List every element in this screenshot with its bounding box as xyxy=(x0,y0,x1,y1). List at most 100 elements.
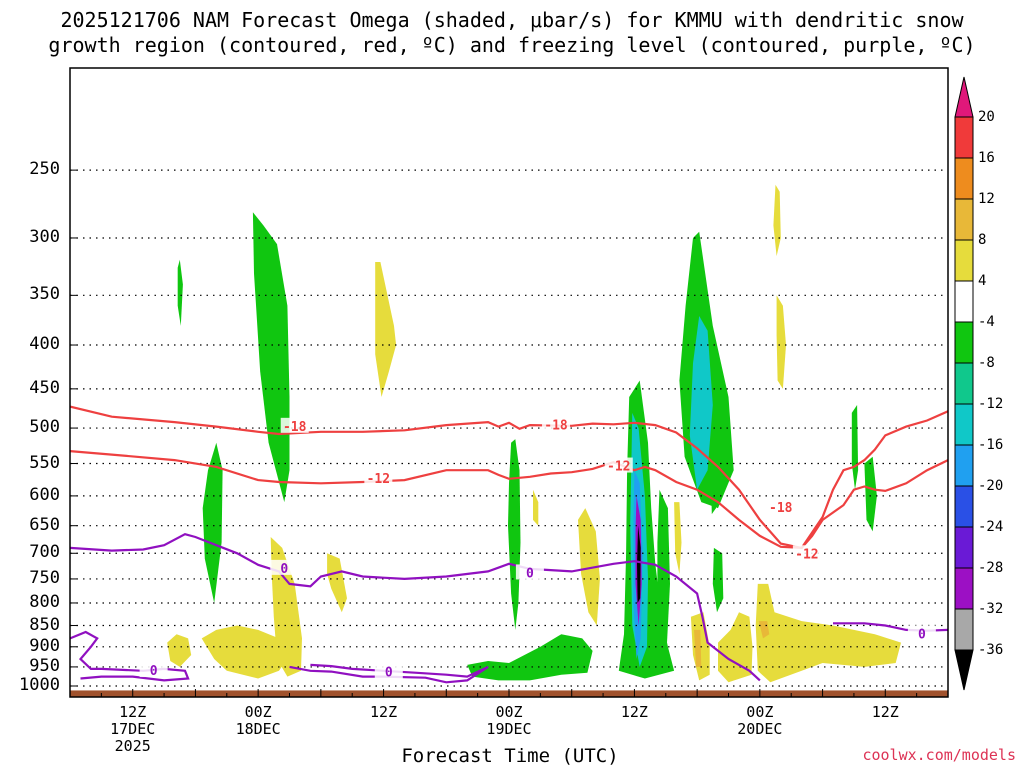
x-tick-label-3-line2: 19DEC xyxy=(486,720,532,738)
x-tick-label-2-line1: 12Z xyxy=(370,703,398,721)
colorbar-bin-1 xyxy=(954,157,974,200)
contour-label-bg-2 xyxy=(766,498,795,514)
colorbar-bin-8 xyxy=(954,444,974,487)
colorbar-bin-10 xyxy=(954,526,974,569)
y-tick-label-500: 500 xyxy=(29,417,60,438)
colorbar-bin-3 xyxy=(954,239,974,282)
y-tick-label-950: 950 xyxy=(29,655,60,676)
x-tick-label-0-line3: 2025 xyxy=(114,737,151,755)
omega-region-green-14-550 xyxy=(202,442,223,603)
omega-region-green-42-550 xyxy=(508,439,521,630)
y-tick-label-450: 450 xyxy=(29,377,60,398)
colorbar-bin-6 xyxy=(954,362,974,405)
omega-region-yellow-58-600 xyxy=(674,502,682,574)
contour-dgz-upper-18 xyxy=(70,405,948,550)
omega-region-green-44-900 xyxy=(467,634,593,681)
colorbar-label-6: -8 xyxy=(978,355,995,371)
omega-region-yellow-64-850 xyxy=(718,612,753,683)
chart-title-line2: growth region (contoured, red, ºC) and f… xyxy=(48,33,976,57)
colorbar-bin-0 xyxy=(954,116,974,159)
colorbar-label-7: -12 xyxy=(978,396,1004,412)
contour-label-bg-6 xyxy=(270,559,299,575)
contour-label-0: -18 xyxy=(283,420,307,435)
omega-region-yellow-66-280 xyxy=(773,184,781,257)
colorbar-bin-4 xyxy=(954,280,974,323)
omega-region-green-62-700 xyxy=(712,547,724,613)
y-axis-labels: 250 300 350 400 450 500 550 600 650 700 750 800 850 9… xyxy=(0,0,60,700)
omega-region-green-56-600 xyxy=(657,489,670,659)
colorbar-bin-5 xyxy=(954,321,974,364)
y-tick-label-250: 250 xyxy=(29,159,60,180)
omega-region-yellow-68-850 xyxy=(755,583,901,683)
omega-region-yellow-44-600 xyxy=(533,489,539,526)
colorbar-label-0: 20 xyxy=(978,109,995,125)
x-tick-label-4-line1: 12Z xyxy=(620,703,648,721)
colorbar-label-5: -4 xyxy=(978,314,995,330)
y-tick-label-400: 400 xyxy=(29,334,60,355)
x-tick-label-1-line1: 00Z xyxy=(244,703,272,721)
contour-label-3: -12 xyxy=(367,472,390,487)
omega-region-green-18-300 xyxy=(252,212,290,503)
contour-frz-0-mid xyxy=(289,663,489,684)
x-tick-label-3-line1: 00Z xyxy=(495,703,523,721)
contour-label-bg-4 xyxy=(604,457,633,473)
contour-label-5: -12 xyxy=(795,547,818,562)
contour-label-9: 0 xyxy=(385,666,393,681)
colorbar-label-1: 16 xyxy=(978,150,995,166)
omega-region-green-76-550 xyxy=(864,456,877,532)
y-tick-label-350: 350 xyxy=(29,284,60,305)
contour-label-bg-1 xyxy=(542,416,571,432)
omega-region-yellow-49-650 xyxy=(578,508,600,626)
colorbar-label-13: -36 xyxy=(978,642,1004,658)
contour-dgz-lower-12 xyxy=(70,450,948,550)
colorbar-bin-9 xyxy=(954,485,974,528)
colorbar-label-8: -16 xyxy=(978,437,1004,453)
contour-label-6: 0 xyxy=(280,562,288,577)
omega-region-yellow-9-900 xyxy=(167,634,192,667)
colorbar-label-2: 12 xyxy=(978,191,995,207)
contour-label-bg-10 xyxy=(907,625,936,641)
contour-label-7: 0 xyxy=(526,566,534,581)
omega-region-black-54-650 xyxy=(637,525,641,603)
y-tick-label-650: 650 xyxy=(29,514,60,535)
omega-region-orange-60-880 xyxy=(694,629,702,667)
y-tick-label-300: 300 xyxy=(29,226,60,247)
colorbar-label-11: -28 xyxy=(978,560,1004,576)
contour-label-4: -12 xyxy=(607,460,630,475)
y-tick-label-700: 700 xyxy=(29,542,60,563)
contour-label-bg-5 xyxy=(792,545,821,561)
x-axis-title: Forecast Time (UTC) xyxy=(401,745,619,767)
y-tick-label-1000: 1000 xyxy=(19,675,60,695)
colorbar-label-9: -20 xyxy=(978,478,1004,494)
y-tick-label-850: 850 xyxy=(29,614,60,635)
contour-label-bg-7 xyxy=(515,564,544,580)
y-tick-label-800: 800 xyxy=(29,591,60,612)
omega-region-yellow-24-700 xyxy=(327,553,347,613)
x-tick-label-6-line1: 12Z xyxy=(871,703,899,721)
plot-frame xyxy=(69,67,949,698)
contour-label-8: 0 xyxy=(150,664,158,679)
x-tick-label-5-line2: 20DEC xyxy=(737,720,783,738)
source-credit: coolwx.com/models xyxy=(862,746,1016,764)
colorbar-label-10: -24 xyxy=(978,519,1004,535)
colorbar-bin-7 xyxy=(954,403,974,446)
omega-region-green-60-550 xyxy=(710,463,716,515)
y-tick-label-600: 600 xyxy=(29,484,60,505)
contour-label-bg-0 xyxy=(280,417,309,433)
x-tick-label-0-line2: 17DEC xyxy=(110,720,156,738)
omega-region-green-12-350 xyxy=(177,259,183,326)
omega-region-yellow-16-850 xyxy=(201,625,290,679)
y-tick-label-750: 750 xyxy=(29,567,60,588)
x-tick-label-1-line2: 18DEC xyxy=(235,720,281,738)
contour-label-2: -18 xyxy=(769,501,793,516)
colorbar-label-3: 8 xyxy=(978,232,987,248)
omega-region-yellow-67-360 xyxy=(776,295,786,389)
contour-label-bg-8 xyxy=(139,662,168,678)
colorbar-bin-12 xyxy=(954,608,974,651)
colorbar-bottom-arrow xyxy=(954,649,974,691)
contour-label-bg-9 xyxy=(374,663,403,679)
contour-label-bg-3 xyxy=(364,470,393,486)
colorbar-top-arrow xyxy=(954,76,974,118)
omega-region-green-73-480 xyxy=(851,405,859,490)
